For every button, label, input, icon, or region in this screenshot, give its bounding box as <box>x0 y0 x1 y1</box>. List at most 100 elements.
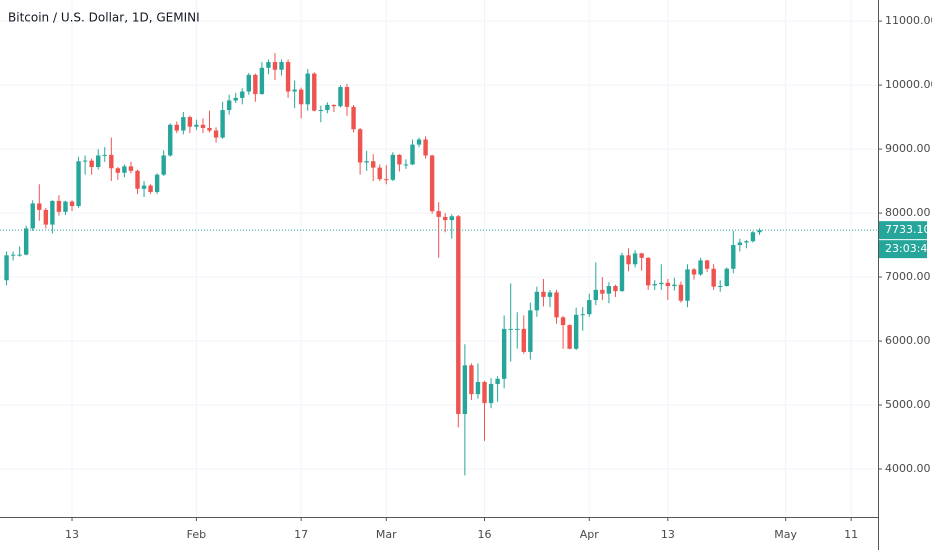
candle-body <box>89 160 94 168</box>
candle-body <box>50 200 55 225</box>
x-tick-label: 13 <box>661 528 675 541</box>
candle-body <box>416 139 422 145</box>
candle-body <box>285 62 291 92</box>
candle-body <box>521 328 526 352</box>
y-tick-label: 8000.00 <box>885 206 931 219</box>
candle-body <box>272 62 278 70</box>
candle-body <box>187 117 193 127</box>
candle-body <box>744 241 749 243</box>
candle-body <box>253 74 258 95</box>
candle-body <box>292 89 297 92</box>
candle-body <box>731 245 736 269</box>
candle-body <box>4 255 9 281</box>
candle-body <box>220 110 225 138</box>
candle-body <box>128 166 134 171</box>
candle-body <box>443 216 448 221</box>
candle-body <box>259 67 265 95</box>
candle-body <box>685 269 690 301</box>
candle-body <box>377 167 382 180</box>
candle-body <box>704 260 710 269</box>
candle-body <box>351 106 356 130</box>
candle-body <box>233 97 238 101</box>
candle-body <box>632 253 638 265</box>
x-tick-label: 13 <box>65 528 79 541</box>
candle-body <box>403 164 409 166</box>
candle-body <box>462 365 468 414</box>
candle-body <box>619 255 625 292</box>
candle-body <box>750 232 756 242</box>
candle-body <box>357 129 363 163</box>
candle-body <box>560 317 566 326</box>
candle-body <box>240 91 245 98</box>
x-tick-label: 17 <box>294 528 308 541</box>
candle-body <box>82 160 88 162</box>
candle-body <box>390 154 396 180</box>
candle-body <box>226 100 232 111</box>
candle-body <box>449 216 454 221</box>
candle-body <box>141 185 147 189</box>
candle-body <box>718 286 723 288</box>
last-price-label: 7733.10 <box>885 223 931 236</box>
candle-body <box>115 168 121 173</box>
candle-body <box>587 300 592 315</box>
candle-body <box>534 291 540 311</box>
candle-body <box>174 124 179 131</box>
candle-body <box>711 268 716 287</box>
x-tick-label: May <box>774 528 797 541</box>
candle-body <box>554 292 559 318</box>
y-tick-label: 5000.00 <box>885 398 931 411</box>
candle-body <box>318 110 324 112</box>
candle-body <box>469 365 474 395</box>
x-tick-label: 16 <box>478 528 492 541</box>
candle-body <box>148 185 153 192</box>
candle-body <box>279 62 284 70</box>
candle-body <box>626 255 631 265</box>
y-tick-label: 7000.00 <box>885 270 931 283</box>
candle-body <box>645 257 651 286</box>
chart-title: Bitcoin / U.S. Dollar, 1D, GEMINI <box>8 11 200 25</box>
candle-body <box>135 170 140 189</box>
candle-body <box>488 383 494 404</box>
candle-body <box>305 73 310 105</box>
candle-body <box>600 289 605 294</box>
candle-body <box>639 253 644 258</box>
candle-body <box>436 211 441 217</box>
candle-body <box>515 328 520 330</box>
candle-body <box>154 174 160 192</box>
candle-body <box>580 314 585 316</box>
candle-body <box>30 203 35 229</box>
y-tick-label: 4000.00 <box>885 462 931 475</box>
candle-body <box>364 161 369 163</box>
candle-body <box>659 282 664 285</box>
y-tick-label: 6000.00 <box>885 334 931 347</box>
candle-body <box>410 144 415 165</box>
candle-body <box>298 89 304 105</box>
candle-body <box>69 201 75 207</box>
candle-body <box>495 378 500 384</box>
candle-body <box>593 289 599 301</box>
x-tick-label: Mar <box>376 528 397 541</box>
candle-body <box>757 230 762 233</box>
candle-body <box>56 200 62 212</box>
candle-body <box>397 154 402 165</box>
candle-body <box>37 203 42 210</box>
candle-body <box>246 74 251 92</box>
y-tick-label: 10000.00 <box>885 78 932 91</box>
candle-body <box>724 268 729 287</box>
candle-body <box>613 286 618 292</box>
y-tick-label: 9000.00 <box>885 142 931 155</box>
candle-body <box>168 124 173 156</box>
candle-body <box>423 139 428 156</box>
candle-body <box>181 117 186 131</box>
candle-body <box>96 155 101 168</box>
candle-body <box>672 284 677 287</box>
candle-body <box>698 260 703 275</box>
x-tick-label: Feb <box>187 528 206 541</box>
candle-body <box>475 381 481 395</box>
candle-body <box>573 314 579 349</box>
candle-body <box>161 155 166 175</box>
candle-body <box>665 282 671 287</box>
candle-body <box>691 269 697 275</box>
candle-body <box>109 154 114 169</box>
